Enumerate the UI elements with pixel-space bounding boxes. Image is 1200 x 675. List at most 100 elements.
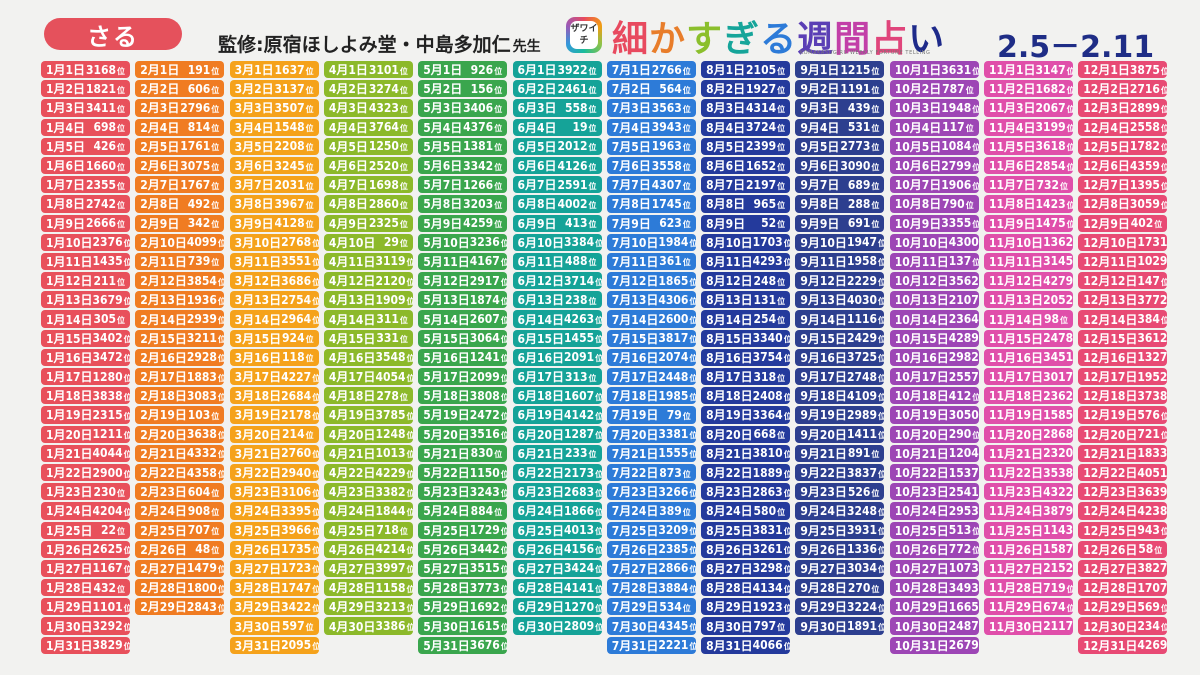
day-rank-cell: 9月14日 1116位 xyxy=(795,310,885,328)
rank-value: 118位 xyxy=(282,350,314,365)
rank-suffix: 位 xyxy=(500,431,508,441)
day-rank-cell: 10月29日1665位 xyxy=(889,598,979,616)
rank-value: 1652位 xyxy=(746,158,786,173)
rank-suffix: 位 xyxy=(972,546,979,556)
date-label: 1月18日 xyxy=(46,389,93,404)
day-rank-cell: 10月30日2487位 xyxy=(889,617,979,635)
date-label: 3月8日 xyxy=(234,197,274,212)
rank-suffix: 位 xyxy=(965,200,974,210)
rank-value: 1682位 xyxy=(1035,81,1073,96)
rank-suffix: 位 xyxy=(312,411,319,421)
day-rank-cell: 3月17日 4227位 xyxy=(229,368,319,386)
day-rank-cell: 8月8日 965位 xyxy=(701,195,791,213)
rank-suffix: 位 xyxy=(117,200,125,210)
date-label: 6月17日 xyxy=(517,370,565,385)
rank-suffix: 位 xyxy=(689,316,696,326)
date-label: 7月22日 xyxy=(611,466,659,481)
date-label: 2月5日 xyxy=(140,139,180,154)
date-label: 10月29日 xyxy=(894,600,949,615)
date-label: 4月9日 xyxy=(328,216,368,231)
date-label: 4月14日 xyxy=(328,312,376,327)
date-label: 4月22日 xyxy=(328,466,376,481)
program-title-char: す xyxy=(686,19,724,60)
day-rank-cell: 5月9日 4259位 xyxy=(418,214,508,232)
date-label: 2月12日 xyxy=(140,274,187,289)
month-column: 11月1日 3147位 11月2日 1682位 11月3日 2067位 11月4日 3199位… xyxy=(984,61,1073,637)
date-label: 3月12日 xyxy=(234,274,282,289)
rank-suffix: 位 xyxy=(1066,200,1073,210)
rank-value: 1241位 xyxy=(469,350,508,365)
rank-suffix: 位 xyxy=(217,335,225,345)
rank-value: 1101位 xyxy=(92,599,130,614)
date-label: 12月14日 xyxy=(1083,312,1138,327)
rank-value: 698位 xyxy=(93,120,125,135)
rank-suffix: 位 xyxy=(689,527,696,537)
day-rank-cell: 10月9日 3355位 xyxy=(889,214,979,232)
date-label: 4月8日 xyxy=(328,197,368,212)
date-label: 4月27日 xyxy=(328,561,376,576)
date-label: 4月19日 xyxy=(328,408,376,423)
day-rank-cell: 2月18日 3083位 xyxy=(135,387,225,405)
day-rank-cell: 7月22日 873位 xyxy=(606,463,696,482)
date-label: 6月12日 xyxy=(517,274,565,289)
day-rank-cell: 6月23日 2683位 xyxy=(512,483,602,501)
rank-suffix: 位 xyxy=(117,527,125,537)
rank-suffix: 位 xyxy=(123,239,130,249)
rank-value: 29位 xyxy=(383,235,408,250)
date-label: 4月12日 xyxy=(328,274,376,289)
date-label: 9月14日 xyxy=(800,312,847,327)
rank-value: 884位 xyxy=(470,503,503,518)
date-label: 7月21日 xyxy=(611,446,659,461)
day-rank-cell: 4月8日 2860位 xyxy=(323,195,413,213)
rank-value: 2320位 xyxy=(1043,446,1073,461)
rank-value: 830位 xyxy=(470,446,503,461)
rank-value: 103位 xyxy=(187,407,220,422)
rank-value: 4322位 xyxy=(1043,484,1073,499)
date-label: 11月26日 xyxy=(989,542,1044,557)
day-rank-cell: 11月28日 719位 xyxy=(984,579,1073,597)
date-label: 12月10日 xyxy=(1083,235,1138,250)
day-rank-cell: 2月9日 342位 xyxy=(135,214,225,232)
date-label: 7月12日 xyxy=(611,274,659,289)
date-label: 11月24日 xyxy=(989,504,1044,519)
date-label: 4月23日 xyxy=(328,485,376,500)
date-label: 1月10日 xyxy=(46,235,93,250)
day-rank-cell: 7月14日 2600位 xyxy=(606,310,696,328)
rank-suffix: 位 xyxy=(494,124,503,134)
rank-value: 2091位 xyxy=(564,350,602,365)
date-label: 1月31日 xyxy=(46,638,93,653)
date-label: 7月19日 xyxy=(611,408,659,423)
rank-suffix: 位 xyxy=(500,469,508,479)
day-rank-cell: 4月20日 1248位 xyxy=(323,425,413,443)
date-label: 11月17日 xyxy=(989,370,1044,385)
day-rank-cell: 7月4日 3943位 xyxy=(606,118,696,136)
rank-value: 4229位 xyxy=(375,465,413,480)
rank-suffix: 位 xyxy=(211,507,220,517)
date-label: 11月21日 xyxy=(989,446,1044,461)
date-label: 4月25日 xyxy=(328,523,376,538)
day-rank-cell: 1月30日 3292位 xyxy=(41,617,130,635)
rank-value: 4307位 xyxy=(651,177,691,192)
rank-suffix: 位 xyxy=(312,316,319,326)
rank-suffix: 位 xyxy=(783,258,791,268)
rank-suffix: 位 xyxy=(312,469,319,479)
rank-suffix: 位 xyxy=(217,239,225,249)
rank-value: 3203位 xyxy=(463,196,503,211)
rank-value: 3034位 xyxy=(846,561,885,576)
rank-suffix: 位 xyxy=(305,85,314,95)
day-rank-cell: 2月22日 4358位 xyxy=(135,463,225,482)
date-label: 2月24日 xyxy=(140,504,187,519)
day-rank-cell: 10月26日 772位 xyxy=(889,540,979,558)
rank-value: 1287位 xyxy=(564,427,602,442)
rank-value: 3364位 xyxy=(752,407,791,422)
rank-suffix: 位 xyxy=(871,584,880,594)
rank-value: 4156位 xyxy=(564,542,602,557)
date-label: 12月5日 xyxy=(1083,139,1130,154)
rank-value: 2917位 xyxy=(469,273,508,288)
day-rank-cell: 7月26日 2385位 xyxy=(606,540,696,558)
date-label: 10月1日 xyxy=(894,63,942,78)
day-rank-cell: 8月5日 2399位 xyxy=(701,137,791,155)
date-label: 3月4日 xyxy=(234,120,274,135)
day-rank-cell: 12月8日 3059位 xyxy=(1078,195,1168,213)
rank-value: 797位 xyxy=(753,619,786,634)
